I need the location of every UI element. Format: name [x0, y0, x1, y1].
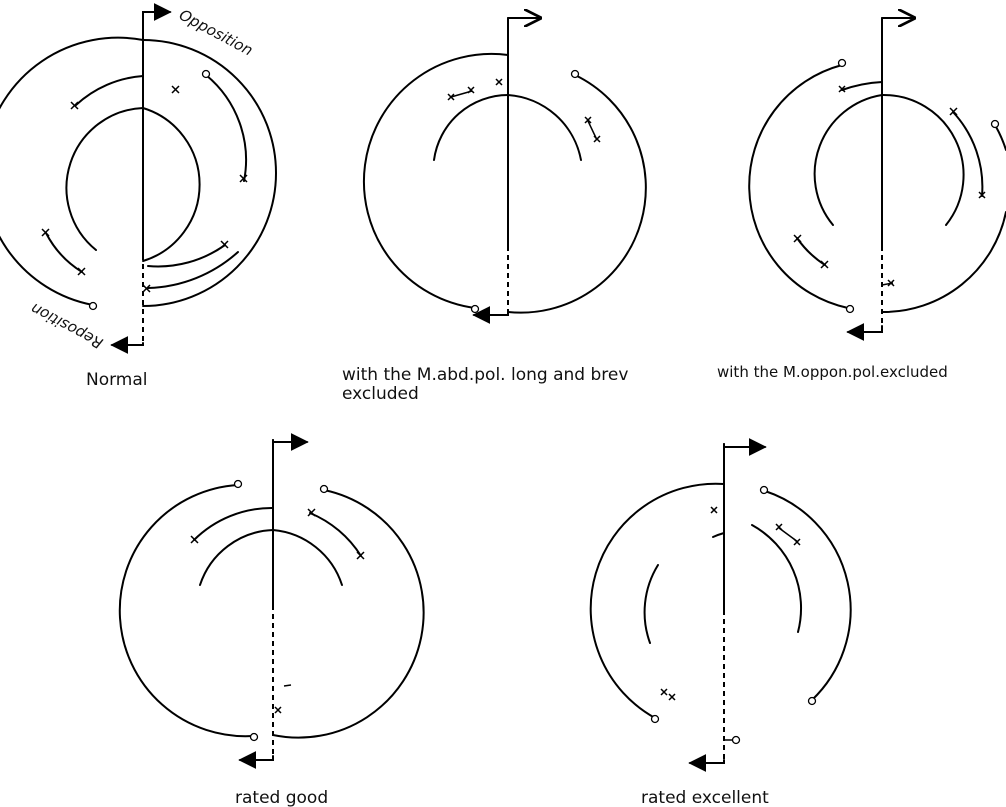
diagram-normal: Opposition Reposition	[0, 3, 277, 354]
x-markers	[447, 78, 601, 143]
outer-left-dot	[233, 479, 243, 489]
caption-abd-line2: excluded	[342, 384, 419, 404]
opposition-label: Opposition	[176, 6, 256, 60]
outer-left-dot	[88, 301, 98, 311]
x-markers	[41, 85, 248, 293]
x-markers	[793, 85, 986, 287]
outer-arc-right	[764, 490, 852, 701]
mid-arc-left	[841, 81, 883, 91]
outer-arc-left	[589, 482, 725, 719]
opposition-arrow	[142, 3, 172, 21]
inner-arc-left	[199, 529, 274, 586]
caption-abd-line1: with the M.abd.pol. long and brev	[342, 365, 628, 385]
diagram-rated-good	[118, 433, 425, 769]
opposition-arrow	[723, 438, 767, 456]
lower-arc-right-2	[147, 251, 239, 289]
caption-normal: Normal	[86, 370, 148, 390]
outer-right-dot	[570, 69, 580, 79]
reposition-arrow	[238, 751, 274, 769]
outer-left-dot	[470, 304, 480, 314]
diagram-oppon-excluded	[748, 18, 1006, 341]
end-dot	[731, 735, 741, 745]
mark-dash	[283, 684, 292, 687]
mid-right-dot	[201, 69, 211, 79]
inner-arc-right	[507, 94, 582, 161]
reposition-arrow	[846, 323, 883, 341]
inner-arc-right	[881, 93, 965, 226]
inner-arc-left	[65, 107, 144, 251]
reposition-arrow	[688, 754, 725, 772]
outer-arc-left	[0, 36, 144, 306]
outer-right-dot	[759, 485, 769, 495]
outer-arc-left	[118, 484, 254, 738]
outer-left-bottom-dot	[845, 304, 855, 314]
outer-arc-left	[748, 64, 849, 309]
lower-arc-left	[45, 232, 83, 273]
outer-right-bottom-dot	[807, 696, 817, 706]
caption-excellent: rated excellent	[641, 788, 769, 807]
outer-right-dot	[319, 484, 329, 494]
inner-arc-right	[272, 529, 343, 586]
x-markers	[190, 508, 365, 714]
diagram-rated-excellent	[589, 438, 852, 772]
outer-left-bottom-dot	[249, 732, 259, 742]
diagram-abd-excluded	[362, 18, 647, 324]
lower-arc-left	[796, 237, 826, 266]
outer-arc-left	[362, 52, 509, 309]
inner-arc-right	[751, 524, 803, 633]
mid-arc-left	[75, 75, 144, 106]
inner-arc-left	[643, 564, 659, 644]
mid-arc-right	[952, 111, 984, 197]
mid-arc-right	[205, 74, 247, 182]
caption-oppon: with the M.oppon.pol.excluded	[717, 363, 948, 381]
x-markers	[660, 506, 801, 701]
inner-arc-left	[433, 94, 509, 161]
outer-left-dot	[837, 58, 847, 68]
outer-left-dot	[650, 714, 660, 724]
outer-arc-right-bottom	[881, 211, 1006, 314]
lower-arc-right	[147, 244, 226, 268]
opposition-arrow	[272, 433, 309, 451]
inner-arc-right	[142, 107, 201, 262]
outer-arc-right	[272, 489, 425, 739]
inner-tick	[712, 532, 725, 538]
outer-arc-right	[142, 39, 277, 307]
inner-arc-left	[813, 94, 883, 226]
outer-arc-right-top	[994, 124, 1006, 151]
caption-good: rated good	[235, 788, 328, 807]
mid-arc-left	[193, 506, 274, 541]
reposition-arrow	[472, 306, 509, 324]
outer-arc-right	[507, 74, 647, 314]
reposition-arrow	[110, 336, 144, 354]
outer-right-dot	[990, 119, 1000, 129]
